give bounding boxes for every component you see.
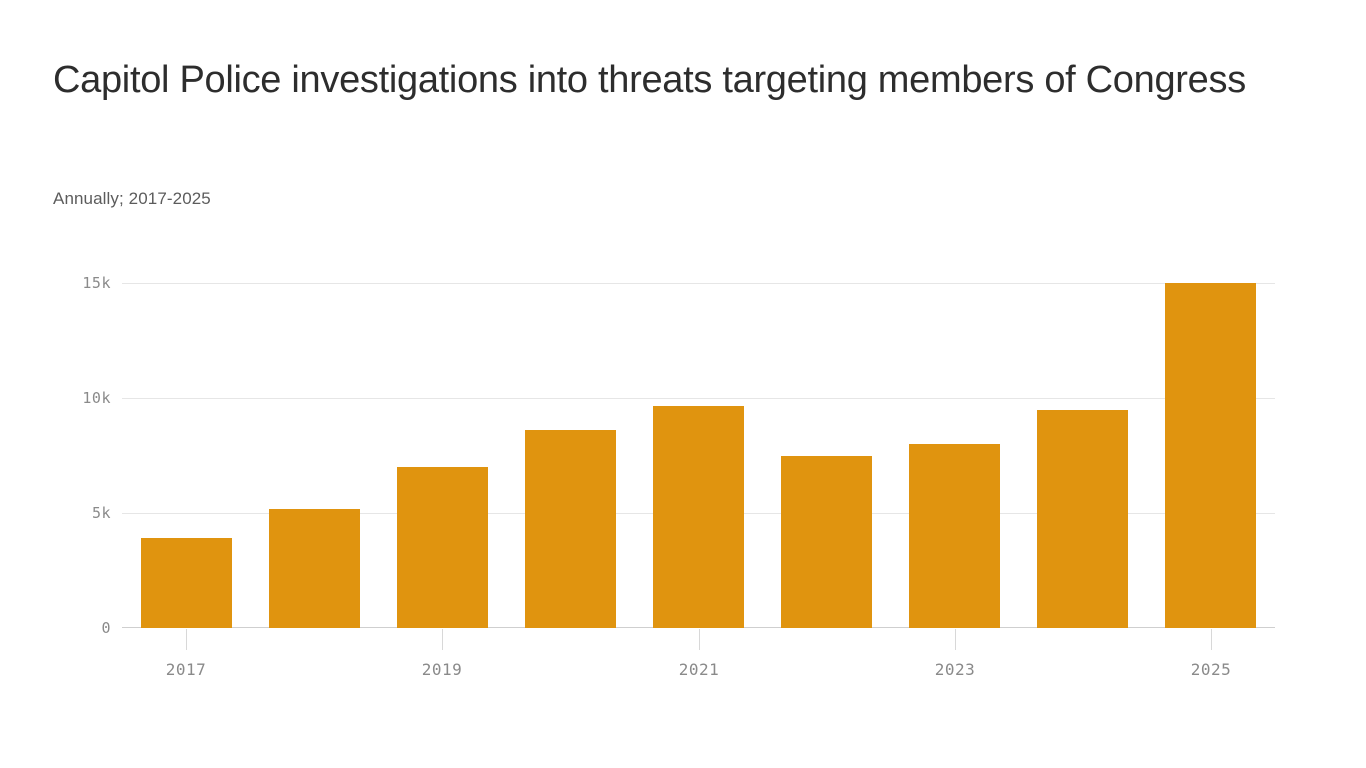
bar-2022[interactable] [781,456,872,628]
bar-2019[interactable] [397,467,488,628]
x-axis-tick-label: 2025 [1190,660,1232,679]
x-axis-tick-mark [699,629,700,650]
bar-2020[interactable] [525,430,616,628]
gridline [122,398,1275,400]
y-axis-tick-label: 5k [91,504,111,523]
x-axis-tick-label: 2021 [678,660,720,679]
x-axis-tick-mark [186,629,187,650]
bar-2018[interactable] [269,509,360,628]
chart-subtitle: Annually; 2017-2025 [53,189,211,208]
gridline [122,283,1275,285]
bar-2025[interactable] [1165,283,1256,628]
y-axis-tick-label: 0 [101,619,111,637]
bar-2024[interactable] [1037,410,1128,628]
x-axis-tick-label: 2023 [934,660,976,679]
x-axis-tick-label: 2019 [421,660,463,679]
x-axis-tick-mark [955,629,956,650]
x-axis-tick-mark [442,629,443,650]
bar-2017[interactable] [141,538,232,628]
bar-2023[interactable] [909,444,1000,628]
x-axis-tick-label: 2017 [165,660,207,679]
plot-area [122,265,1275,628]
y-axis-tick-label: 15k [82,274,111,293]
x-axis-tick-mark [1211,629,1212,650]
x-axis-line [122,627,1275,628]
bar-2021[interactable] [653,406,744,628]
y-axis-tick-label: 10k [82,389,111,408]
gridline [122,513,1275,515]
page-title: Capitol Police investigations into threa… [53,59,1246,101]
